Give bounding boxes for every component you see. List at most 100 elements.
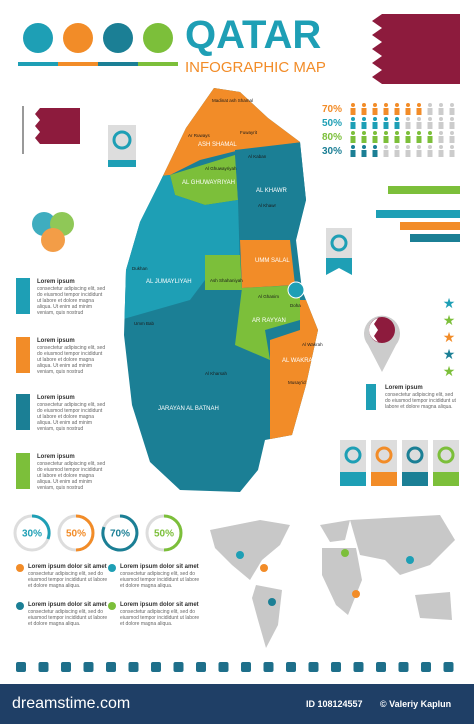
person-head xyxy=(373,103,377,107)
city-label: Umm Bab xyxy=(134,321,155,326)
person-head xyxy=(439,103,443,107)
person-head xyxy=(395,103,399,107)
person-body xyxy=(438,108,444,115)
person-body xyxy=(405,150,411,157)
bullet: Lorem ipsum dolor sit amet consectetur ad… xyxy=(28,564,108,589)
text-body: consectetur adipiscing elit, sed do eius… xyxy=(37,461,106,491)
text-body: consectetur adipiscing elit, sed do eius… xyxy=(37,286,106,316)
person-body xyxy=(350,122,356,129)
text-title: Lorem ipsum xyxy=(37,454,75,460)
person-body xyxy=(438,150,444,157)
icon-boxes xyxy=(340,440,459,486)
icon xyxy=(241,662,251,672)
person-head xyxy=(362,145,366,149)
icon xyxy=(61,662,71,672)
person-head xyxy=(450,117,454,121)
city-label: Al Kaban xyxy=(248,154,267,159)
bullet: Lorem ipsum dolor sit amet consectetur ad… xyxy=(120,602,200,627)
person-head xyxy=(395,145,399,149)
person-body xyxy=(427,150,433,157)
icon xyxy=(128,662,139,672)
person-body xyxy=(416,108,422,115)
city-label: Dukhan xyxy=(132,266,148,271)
person-body xyxy=(361,150,367,157)
person-body xyxy=(405,108,411,115)
person-body xyxy=(372,122,378,129)
person-head xyxy=(417,131,421,135)
ring-label: 50% xyxy=(66,529,86,540)
person-body xyxy=(427,108,433,115)
text-title: Lorem ipsum xyxy=(385,385,423,391)
footer-brand: dreamstime.com xyxy=(12,695,130,712)
person-head xyxy=(406,117,410,121)
person-body xyxy=(427,136,433,143)
icon xyxy=(331,662,341,672)
person-body xyxy=(394,136,400,143)
person-body xyxy=(416,150,422,157)
icon xyxy=(263,662,274,672)
svg-text:★: ★ xyxy=(443,346,456,362)
region-label: AL KHAWR xyxy=(256,188,288,194)
right-block-bar xyxy=(366,384,376,410)
stat-label: 30% xyxy=(322,146,342,157)
flag-small xyxy=(22,106,80,154)
text-body: consectetur adipiscing elit, sed do eius… xyxy=(37,345,106,375)
text-block: Lorem ipsum consectetur adipiscing elit, … xyxy=(37,338,107,375)
person-head xyxy=(428,131,432,135)
icon xyxy=(38,662,49,672)
bullet-title: Lorem ipsum dolor sit amet xyxy=(120,602,199,608)
title: QATAR xyxy=(185,13,321,57)
person-head xyxy=(362,117,366,121)
bullet-body: consectetur adipiscing elit, sed do eius… xyxy=(120,609,200,627)
person-body xyxy=(350,150,356,157)
person-head xyxy=(417,145,421,149)
bullet-title: Lorem ipsum dolor sit amet xyxy=(120,564,199,570)
ring-label: 30% xyxy=(22,529,42,540)
person-head xyxy=(428,103,432,107)
person-head xyxy=(450,145,454,149)
icon xyxy=(218,662,229,672)
person-body xyxy=(394,122,400,129)
region-label: AL JUMAYLIYAH xyxy=(146,279,192,285)
icon xyxy=(16,662,26,672)
person-body xyxy=(383,122,389,129)
city-label: Fuwayrit xyxy=(240,130,258,135)
city-label: Ash Shahaniyah xyxy=(210,278,243,283)
person-head xyxy=(417,103,421,107)
region-label: ASH SHAMAL xyxy=(198,142,237,148)
world-map xyxy=(210,515,455,648)
progress-icon xyxy=(108,125,136,167)
person-body xyxy=(416,136,422,143)
person-head xyxy=(362,131,366,135)
person-body xyxy=(449,136,455,143)
person-head xyxy=(373,131,377,135)
person-head xyxy=(439,131,443,135)
person-head xyxy=(384,131,388,135)
bullet-body: consectetur adipiscing elit, sed do eius… xyxy=(120,571,200,589)
svg-text:★: ★ xyxy=(443,329,456,345)
person-head xyxy=(406,131,410,135)
icon xyxy=(83,662,94,672)
person-head xyxy=(450,131,454,135)
person-body xyxy=(449,150,455,157)
person-head xyxy=(395,117,399,121)
person-body xyxy=(394,150,400,157)
bullet: Lorem ipsum dolor sit amet consectetur ad… xyxy=(120,564,200,589)
stat-label: 80% xyxy=(322,132,342,143)
footer-id: ID 108124557 xyxy=(306,699,363,709)
person-head xyxy=(439,117,443,121)
person-head xyxy=(384,103,388,107)
side-icon xyxy=(326,228,352,275)
stars: ★★ ★★★ xyxy=(443,295,456,379)
icon xyxy=(421,662,431,672)
person-head xyxy=(373,145,377,149)
flag-large xyxy=(352,14,460,84)
person-body xyxy=(350,108,356,115)
svg-text:★: ★ xyxy=(443,363,456,379)
city-label: Musay'id xyxy=(288,380,306,385)
left-bars xyxy=(16,278,30,489)
person-head xyxy=(362,103,366,107)
person-body xyxy=(383,136,389,143)
ring-label: 50% xyxy=(154,529,174,540)
person-body xyxy=(394,108,400,115)
